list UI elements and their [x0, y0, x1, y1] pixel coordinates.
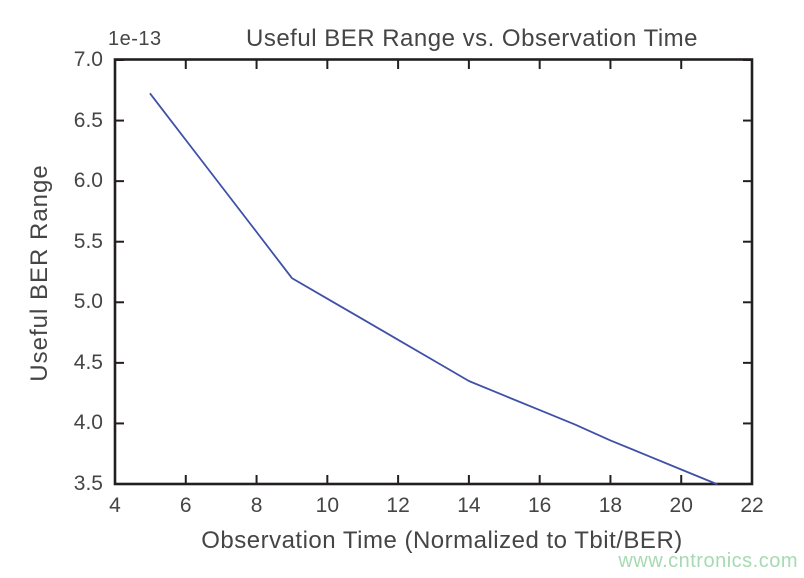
y-tick-label: 4.0 [73, 411, 103, 435]
x-tick-label: 22 [740, 494, 764, 517]
axes-frame [113, 58, 754, 486]
y-tick-label: 6.5 [73, 108, 103, 132]
x-tick-label: 16 [527, 494, 552, 517]
y-tick-label: 7.0 [73, 48, 103, 71]
x-tick-label: 18 [598, 494, 623, 517]
x-tick-label: 20 [669, 494, 693, 517]
watermark: www.cntronics.com [618, 550, 798, 572]
y-tick-label: 5.0 [73, 290, 103, 314]
y-tick-label: 6.0 [73, 169, 103, 193]
x-tick-label: 6 [179, 494, 192, 517]
x-tick-label: 10 [315, 494, 340, 517]
data-line [149, 93, 718, 485]
x-tick-label: 14 [457, 494, 481, 517]
x-tick-label: 8 [250, 494, 263, 517]
y-axis-offset-label: 1e-13 [108, 28, 162, 50]
y-tick-label: 4.5 [73, 350, 103, 374]
x-tick-label: 4 [109, 494, 121, 517]
y-tick-label: 3.5 [73, 472, 103, 495]
chart-title: Useful BER Range vs. Observation Time [245, 25, 699, 52]
x-axis-label: Observation Time (Normalized to Tbit/BER… [201, 527, 683, 554]
x-tick-label: 12 [386, 494, 410, 517]
y-tick-label: 5.5 [73, 229, 103, 253]
